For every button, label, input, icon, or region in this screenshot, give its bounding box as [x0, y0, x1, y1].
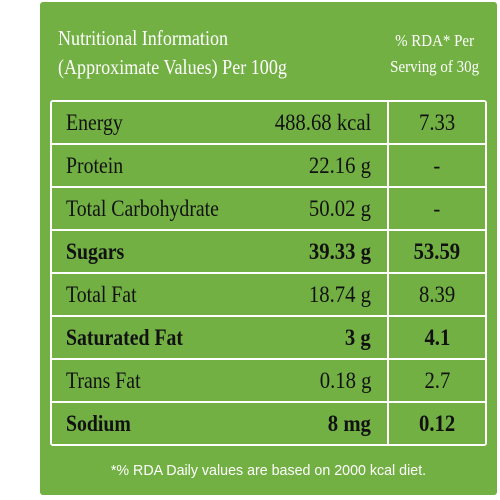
nutrition-table: Energy 488.68 kcal 7.33 Protein 22.16 g - … [50, 100, 487, 446]
nutrient-rda: - [433, 152, 441, 178]
nutrient-name: Sodium [66, 410, 131, 436]
nutrient-rda: 53.59 [413, 238, 461, 264]
nutrient-name: Total Carbohydrate [66, 195, 219, 221]
header-rda: % RDA* Per Serving of 30g [390, 28, 479, 80]
table-row-trans-fat: Trans Fat 0.18 g 2.7 [52, 360, 485, 403]
table-row-total-carbohydrate: Total Carbohydrate 50.02 g - [52, 188, 485, 231]
nutrient-value: 18.74 g [308, 281, 371, 307]
table-row-energy: Energy 488.68 kcal 7.33 [52, 102, 485, 145]
nutrient-value: 39.33 g [308, 238, 371, 264]
nutrient-name: Protein [66, 152, 124, 178]
nutrient-name: Energy [66, 109, 123, 135]
nutrient-name: Sugars [66, 238, 125, 264]
nutrition-label-panel: Nutritional Information (Approximate Val… [40, 2, 497, 495]
nutrient-name: Trans Fat [66, 367, 141, 393]
nutrient-value: 22.16 g [308, 152, 371, 178]
nutrient-value: 0.18 g [319, 367, 371, 393]
rda-footnote: *% RDA Daily values are based on 2000 kc… [110, 462, 427, 479]
nutrient-rda: 7.33 [418, 109, 456, 135]
label-header: Nutritional Information (Approximate Val… [50, 16, 487, 100]
nutrient-rda: 2.7 [424, 367, 450, 393]
nutrient-rda: 0.12 [418, 410, 456, 436]
header-rda-line2: Serving of 30g [390, 57, 479, 76]
table-row-sugars: Sugars 39.33 g 53.59 [52, 231, 485, 274]
table-row-saturated-fat: Saturated Fat 3 g 4.1 [52, 317, 485, 360]
nutrient-name: Saturated Fat [66, 324, 184, 350]
header-title-line1: Nutritional Information [58, 26, 229, 50]
nutrient-value: 50.02 g [308, 195, 371, 221]
nutrient-value: 8 mg [327, 410, 371, 436]
nutrient-value: 3 g [345, 324, 371, 350]
header-title-line2: (Approximate Values) Per 100g [58, 55, 287, 79]
nutrient-rda: 8.39 [418, 281, 456, 307]
header-rda-line1: % RDA* Per [395, 31, 475, 50]
table-row-protein: Protein 22.16 g - [52, 145, 485, 188]
table-row-total-fat: Total Fat 18.74 g 8.39 [52, 274, 485, 317]
table-row-sodium: Sodium 8 mg 0.12 [52, 403, 485, 444]
nutrient-value: 488.68 kcal [274, 109, 371, 135]
nutrient-rda: - [433, 195, 441, 221]
nutrient-name: Total Fat [66, 281, 137, 307]
nutrient-rda: 4.1 [424, 324, 450, 350]
header-title: Nutritional Information (Approximate Val… [58, 24, 287, 82]
